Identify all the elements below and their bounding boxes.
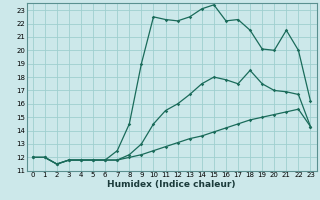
X-axis label: Humidex (Indice chaleur): Humidex (Indice chaleur) — [107, 180, 236, 189]
